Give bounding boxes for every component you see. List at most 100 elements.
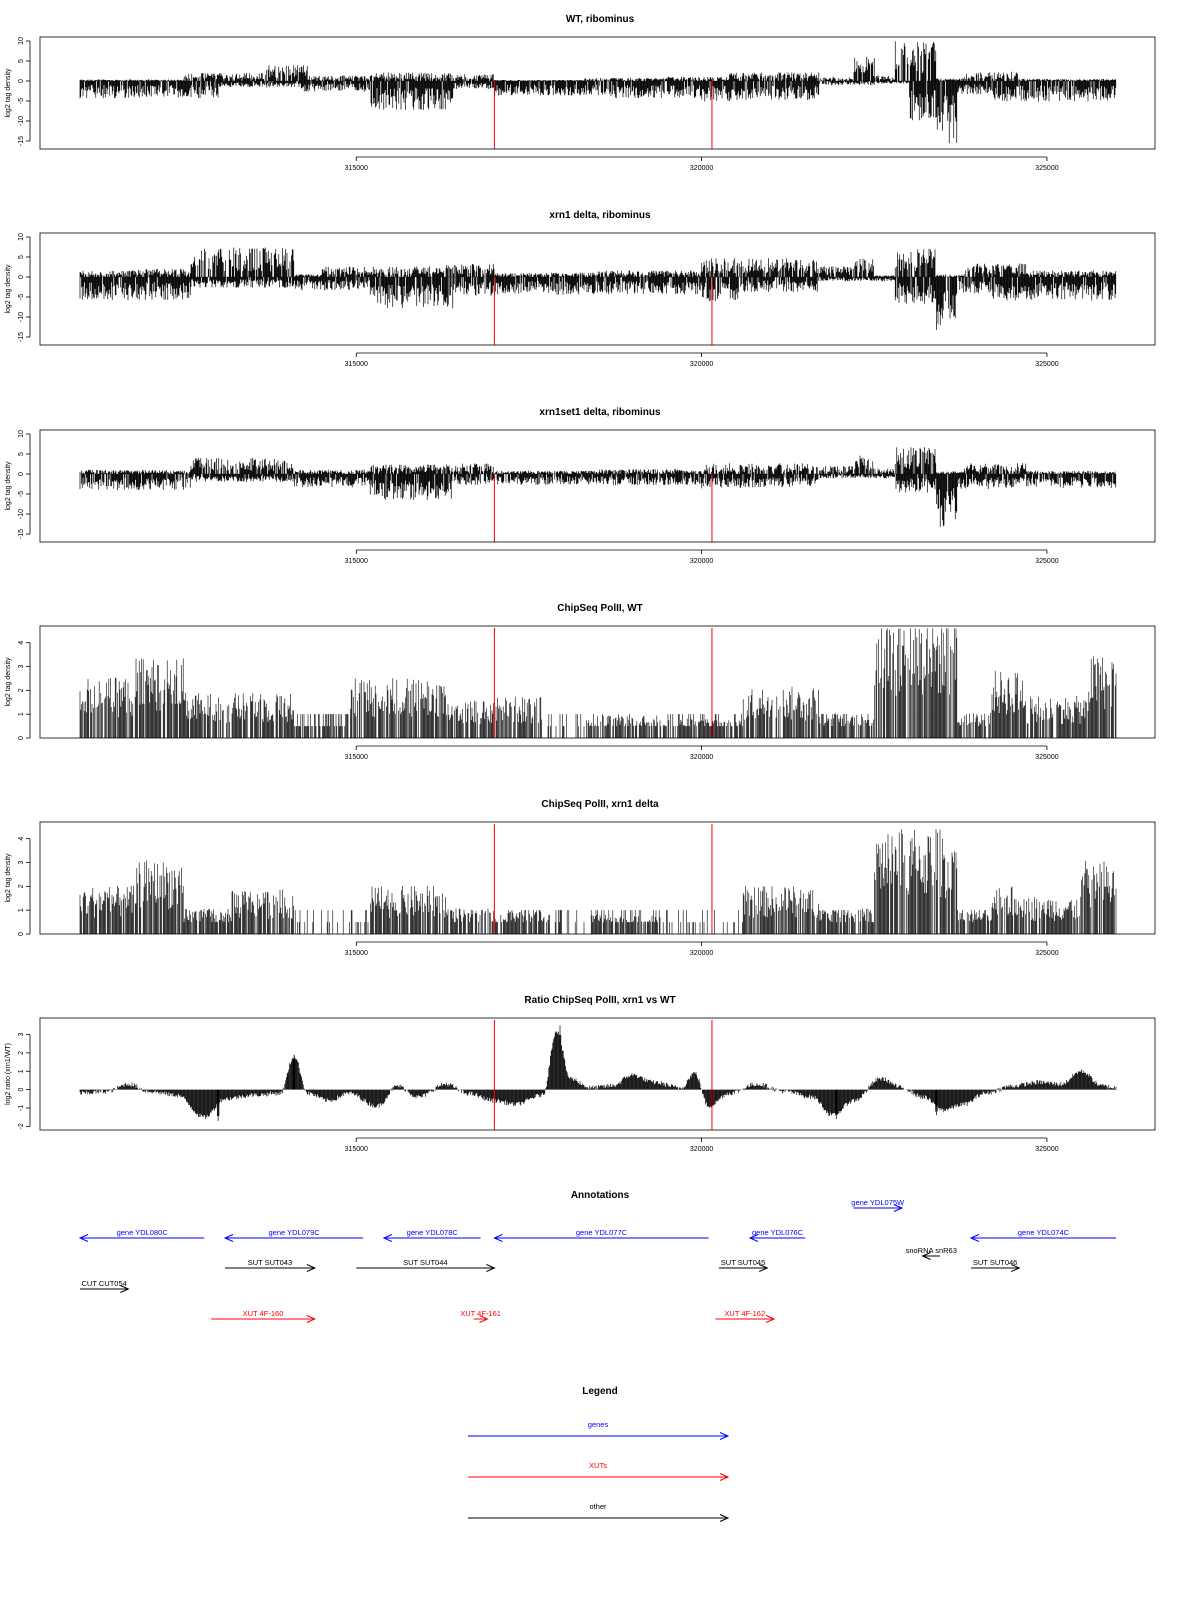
feature-gene-ydl078c: gene YDL078C — [382, 1228, 481, 1242]
y-tick-label: 0 — [18, 79, 25, 83]
x-tick-label: 325000 — [1035, 558, 1058, 565]
y-tick-label: -15 — [18, 332, 25, 342]
y-axis: 0 1 2 3 4 — [18, 641, 31, 740]
plot-frame — [39, 821, 1156, 935]
arrow-head — [748, 1234, 759, 1242]
y-tick-label: -15 — [18, 529, 25, 539]
y-tick-label: 10 — [18, 37, 25, 45]
feature-gene-ydl074c: gene YDL074C — [969, 1228, 1116, 1242]
chip-bars — [79, 828, 1117, 934]
arrow-head — [479, 1315, 489, 1323]
x-tick-label: 315000 — [345, 165, 368, 172]
feature-label: SUT SUT046 — [973, 1258, 1017, 1267]
y-axis: 0 1 2 3 4 — [18, 837, 31, 936]
plot-frame — [39, 1017, 1156, 1131]
y-tick-label: -10 — [18, 116, 25, 126]
feature-arrow — [853, 1204, 904, 1212]
coverage-bars — [79, 247, 1117, 331]
legend-item-other: other — [468, 1502, 730, 1522]
arrow-head — [223, 1234, 234, 1242]
arrow-head — [78, 1234, 89, 1242]
y-tick-label: -10 — [18, 312, 25, 322]
y-tick-label: 10 — [18, 233, 25, 241]
legend-label: genes — [588, 1420, 609, 1429]
y-tick-label: 3 — [18, 860, 25, 864]
y-axis: -15 -10 -5 0 5 10 — [18, 430, 31, 539]
legend-label: XUTs — [589, 1461, 607, 1470]
arrow-head — [493, 1234, 503, 1242]
chip-bars — [79, 628, 1117, 738]
plot-frame — [39, 36, 1156, 150]
feature-snorna-snr63: snoRNA snR63 — [906, 1246, 957, 1260]
plot-frame — [39, 232, 1156, 346]
ratio-bars — [79, 1025, 1117, 1121]
feature-label: gene YDL080C — [117, 1228, 169, 1237]
x-axis: 315000 320000 325000 — [345, 1137, 1059, 1153]
panel-1: WT, ribominus log2 tag density -15 -10 -5 0 5 1… — [5, 14, 1156, 172]
feature-arrow — [748, 1234, 806, 1242]
y-tick-label: -1 — [18, 1105, 25, 1111]
y-tick-label: 5 — [18, 255, 25, 259]
x-tick-label: 320000 — [690, 950, 713, 957]
y-tick-label: 1 — [18, 712, 25, 716]
x-tick-label: 325000 — [1035, 165, 1058, 172]
arrow-head — [382, 1234, 393, 1242]
y-tick-label: 5 — [18, 59, 25, 63]
feature-xut-4f-161: XUT 4F-161 — [460, 1309, 501, 1323]
coverage-bars — [79, 41, 1117, 144]
x-tick-label: 325000 — [1035, 1146, 1058, 1153]
y-tick-label: 2 — [18, 688, 25, 692]
x-axis: 315000 320000 325000 — [345, 352, 1059, 368]
y-tick-label: 4 — [18, 641, 25, 645]
y-tick-label: 2 — [18, 1051, 25, 1055]
x-tick-label: 320000 — [690, 165, 713, 172]
x-tick-label: 315000 — [345, 558, 368, 565]
feature-label: SUT SUT043 — [248, 1258, 292, 1267]
panel-title: ChipSeq PolII, xrn1 delta — [541, 799, 659, 810]
panel-2: xrn1 delta, ribominus log2 tag density -15… — [5, 210, 1156, 368]
x-tick-label: 325000 — [1035, 754, 1058, 761]
x-axis: 315000 320000 325000 — [345, 745, 1059, 761]
legend-arrow — [468, 1473, 730, 1481]
data-marks — [79, 828, 1117, 934]
coverage-bars — [79, 447, 1117, 527]
y-tick-label: 2 — [18, 884, 25, 888]
y-axis-label: log2 tag density — [5, 461, 12, 511]
feature-arrow — [225, 1264, 317, 1272]
feature-arrow — [211, 1315, 317, 1323]
legend-item-genes: genes — [468, 1420, 730, 1440]
x-axis: 315000 320000 325000 — [345, 156, 1059, 172]
panel-title: ChipSeq PolII, WT — [557, 603, 643, 614]
y-axis-label: log2 tag density — [5, 68, 12, 118]
feature-label: SUT SUT044 — [403, 1258, 447, 1267]
data-marks — [79, 628, 1117, 738]
annotations-track: Annotations gene YDL080C gene YDL079C gene … — [78, 1190, 1116, 1323]
feature-arrow — [969, 1234, 1116, 1242]
arrow-head — [306, 1264, 317, 1272]
feature-arrow — [382, 1234, 481, 1242]
feature-label: gene YDL074C — [1018, 1228, 1070, 1237]
x-axis: 315000 320000 325000 — [345, 941, 1059, 957]
feature-gene-ydl076c: gene YDL076C — [748, 1228, 806, 1242]
y-tick-label: 4 — [18, 837, 25, 841]
annotations-title: Annotations — [571, 1190, 630, 1201]
data-marks — [79, 41, 1117, 144]
arrow-head — [759, 1264, 769, 1272]
x-tick-label: 315000 — [345, 1146, 368, 1153]
feature-arrow — [493, 1234, 709, 1242]
feature-label: CUT CUT054 — [82, 1279, 127, 1288]
plot-frame — [39, 429, 1156, 543]
arrow-head — [765, 1315, 776, 1323]
feature-label: gene YDL075W — [851, 1198, 905, 1207]
feature-label: XUT 4F-160 — [243, 1309, 284, 1318]
y-tick-label: 0 — [18, 736, 25, 740]
y-axis-label: log2 tag density — [5, 264, 12, 314]
panel-6: Ratio ChipSeq PolII, xrn1 vs WT log2 rati… — [5, 995, 1156, 1153]
feature-sut-sut043: SUT SUT043 — [225, 1258, 317, 1272]
x-tick-label: 320000 — [690, 558, 713, 565]
feature-arrow — [970, 1264, 1021, 1272]
panel-title: xrn1 delta, ribominus — [549, 210, 651, 221]
feature-arrow — [715, 1315, 776, 1323]
panel-title: WT, ribominus — [566, 14, 635, 25]
